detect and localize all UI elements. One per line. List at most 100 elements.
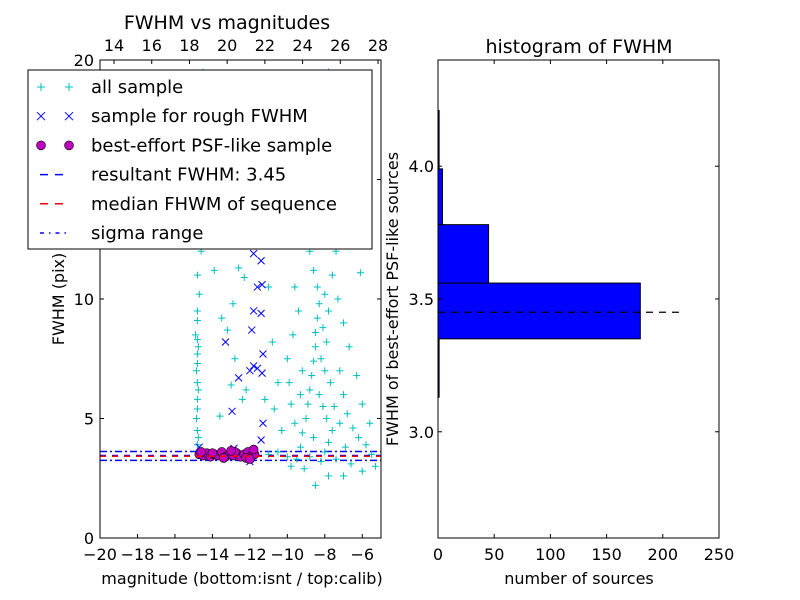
all-sample-point [218, 314, 226, 322]
histogram-x-label: number of sources [504, 569, 654, 588]
top-x-tick-label: 26 [330, 36, 350, 55]
all-sample-point [332, 455, 340, 463]
all-sample-point [315, 300, 323, 308]
hist-y-tick-label: 3.0 [409, 423, 434, 442]
top-x-tick-label: 22 [255, 36, 275, 55]
all-sample-point [308, 371, 316, 379]
all-sample-point [242, 386, 250, 394]
all-sample-point [343, 410, 351, 418]
all-sample-point [287, 462, 295, 470]
all-sample-point [336, 367, 344, 375]
all-sample-point [291, 419, 299, 427]
all-sample-point [295, 307, 303, 315]
legend-plus-icon [37, 83, 45, 91]
all-sample-point [270, 405, 278, 413]
all-sample-point [192, 415, 200, 422]
all-sample-point [313, 314, 321, 322]
psf-sample-point [196, 447, 206, 457]
x-tick-label: −6 [350, 545, 374, 564]
legend-box [27, 69, 373, 250]
all-sample-point [336, 419, 344, 427]
hist-x-tick-label: 200 [648, 545, 679, 564]
rough-sample-point [257, 309, 265, 318]
x-tick-label: −18 [121, 545, 155, 564]
all-sample-point [265, 283, 273, 291]
hist-x-tick-label: 250 [704, 545, 735, 564]
all-sample-point [278, 426, 286, 434]
all-sample-point [362, 441, 370, 449]
all-sample-point [193, 317, 201, 325]
rough-sample-point [247, 326, 256, 334]
legend-label: median FHWM of sequence [91, 194, 337, 215]
all-sample-point [216, 412, 224, 420]
all-sample-point [194, 434, 202, 442]
all-sample-point [306, 386, 314, 394]
legend-x-icon [64, 111, 74, 121]
rough-sample-point [258, 369, 266, 377]
all-sample-point [193, 379, 201, 387]
histogram-bar [437, 224, 490, 284]
all-sample-point [311, 481, 319, 489]
all-sample-point [366, 419, 374, 427]
all-sample-point [302, 415, 310, 422]
histogram-plot: 0 50 100 150 200 250 3.0 3.5 4.0 histogram of FWH… [383, 36, 734, 588]
x-tick-label: −20 [83, 545, 117, 564]
all-sample-point [310, 266, 318, 274]
y-tick-label: 10 [74, 290, 94, 309]
x-tick-label: −14 [196, 545, 230, 564]
all-sample-point [355, 434, 363, 442]
all-sample-point [261, 395, 269, 403]
rough-sample-point [259, 419, 267, 428]
all-sample-point [227, 381, 235, 389]
hist-x-tick-label: 150 [591, 545, 622, 564]
all-sample-point [321, 290, 329, 298]
psf-sample-point [226, 445, 236, 456]
legend-entry: all sample [37, 77, 183, 98]
rough-sample-point [234, 374, 243, 382]
hist-x-tick-label: 100 [535, 545, 566, 564]
top-x-tick-label: 14 [104, 36, 124, 55]
all-sample-point [340, 391, 348, 399]
legend-label: resultant FWHM: 3.45 [91, 165, 286, 186]
all-sample-point [194, 343, 202, 351]
all-sample-point [325, 307, 333, 315]
all-sample-point [240, 273, 248, 281]
top-x-tick-label: 20 [217, 36, 237, 55]
all-sample-point [287, 400, 295, 408]
legend-plus-icon [65, 83, 73, 91]
all-sample-point [223, 326, 231, 334]
all-sample-point [296, 443, 304, 451]
all-sample-point [358, 467, 366, 475]
all-sample-point [340, 472, 348, 480]
all-sample-point [358, 400, 366, 408]
all-sample-point [340, 319, 348, 327]
all-sample-point [368, 450, 376, 458]
all-sample-point [192, 331, 200, 339]
all-sample-point [371, 462, 379, 470]
y-tick-label: 5 [84, 410, 94, 429]
all-sample-point [325, 438, 333, 446]
all-sample-point [321, 448, 329, 456]
rough-sample-point [249, 249, 258, 258]
x-tick-label: −12 [233, 545, 267, 564]
all-sample-point [274, 448, 282, 456]
all-sample-point [193, 395, 201, 403]
all-sample-point [330, 403, 338, 411]
all-sample-point [311, 343, 319, 351]
histogram-y-label: FWHM of best-effort PSF-like sources [383, 152, 402, 446]
legend-entry: sigma range [40, 223, 203, 244]
all-sample-point [193, 405, 201, 413]
all-sample-point [193, 271, 201, 279]
all-sample-point [193, 426, 201, 434]
all-sample-point [323, 338, 331, 346]
top-x-tick-label: 18 [179, 36, 199, 55]
y-tick-label: 20 [74, 51, 94, 70]
all-sample-point [349, 424, 357, 432]
all-sample-point [304, 400, 312, 408]
all-sample-point [347, 460, 355, 468]
all-sample-point [194, 386, 202, 394]
rough-sample-point [257, 256, 265, 265]
all-sample-point [328, 426, 336, 434]
all-sample-point [268, 338, 276, 346]
